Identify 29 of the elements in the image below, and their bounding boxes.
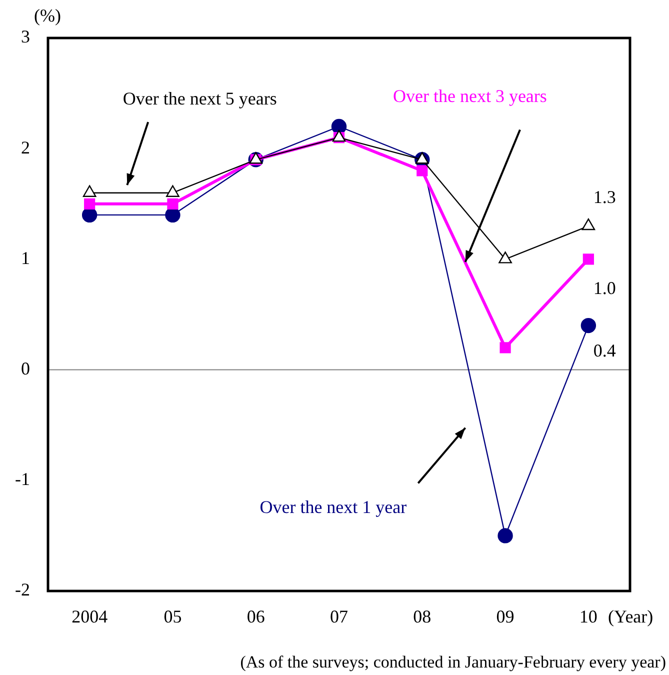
- y-axis-title: (%): [34, 6, 61, 26]
- x-tick-label: 10: [579, 606, 598, 627]
- x-tick-label: 05: [164, 606, 182, 627]
- y-tick-label: 3: [21, 26, 30, 47]
- point: [498, 528, 513, 544]
- point: [500, 342, 511, 354]
- y-tick-label: 0: [21, 358, 30, 379]
- point: [580, 318, 596, 334]
- data-label: 0.4: [593, 340, 616, 360]
- x-tick-label: 2004: [72, 606, 108, 627]
- text: (As of the surveys; conducted in January-February every year): [240, 652, 666, 672]
- x-tick-label: 07: [330, 606, 348, 627]
- point: [416, 165, 428, 176]
- y-tick-label: 2: [21, 137, 30, 158]
- y-tick-label: -2: [15, 580, 30, 600]
- data-label: 1.3: [593, 186, 616, 207]
- text: Over the next 3 years: [392, 86, 547, 106]
- x-tick-label: 09: [496, 606, 514, 627]
- x-tick-label: 08: [413, 606, 432, 627]
- point: [84, 198, 96, 210]
- data-label: 1.0: [593, 278, 616, 298]
- x-axis-title: (Year): [608, 606, 654, 627]
- point: [582, 254, 594, 265]
- text: Over the next 5 years: [122, 88, 277, 109]
- text: Over the next 1 year: [260, 496, 407, 517]
- y-tick-label: -1: [15, 469, 30, 490]
- x-tick-label: 06: [246, 606, 265, 627]
- point: [167, 198, 178, 210]
- y-tick-label: 1: [21, 248, 30, 268]
